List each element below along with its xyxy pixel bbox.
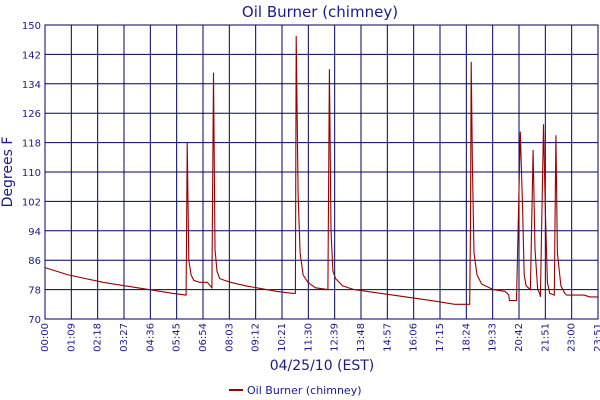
x-tick-label: 01:09 [66, 323, 77, 352]
y-tick-label: 150 [22, 21, 41, 32]
x-tick-label: 02:18 [93, 323, 104, 352]
x-tick-label: 06:54 [198, 323, 209, 352]
series-line-oil-burner [44, 35, 598, 305]
y-tick-label: 142 [22, 50, 41, 61]
x-tick-label: 03:27 [119, 323, 130, 352]
x-tick-label: 08:03 [224, 323, 235, 352]
x-axis-label: 04/25/10 (EST) [270, 358, 375, 374]
y-tick-label: 134 [22, 80, 41, 91]
y-tick-label: 86 [28, 256, 41, 267]
x-tick-label: 12:39 [330, 323, 341, 352]
plot-frame [44, 24, 599, 320]
y-tick-label: 102 [22, 197, 41, 208]
x-tick-label: 13:48 [356, 323, 367, 352]
x-tick-label: 19:33 [488, 323, 499, 352]
x-tick-label: 23:51 [593, 323, 600, 352]
x-tick-label: 04:36 [145, 323, 156, 352]
x-tick-label: 17:15 [435, 323, 446, 352]
x-tick-label: 11:30 [303, 323, 314, 352]
y-axis-label: Degrees F [0, 137, 16, 208]
x-tick-label: 23:00 [567, 323, 578, 352]
x-tick-label: 16:06 [409, 323, 420, 352]
y-tick-label: 118 [22, 139, 41, 150]
x-tick-label: 20:42 [514, 323, 525, 352]
x-tick-label: 14:57 [382, 323, 393, 352]
y-tick-label: 78 [28, 286, 41, 297]
x-tick-label: 21:51 [540, 323, 551, 352]
x-tick-label: 05:45 [172, 323, 183, 352]
x-tick-label: 18:24 [461, 323, 472, 352]
chart-title: Oil Burner (chimney) [242, 3, 398, 21]
y-tick-label: 94 [28, 227, 41, 238]
x-tick-label: 00:00 [40, 323, 51, 352]
y-tick-label: 126 [22, 109, 41, 120]
legend: Oil Burner (chimney) [229, 384, 362, 397]
y-tick-label: 70 [28, 315, 41, 326]
legend-label: Oil Burner (chimney) [247, 384, 362, 397]
x-tick-label: 10:21 [277, 323, 288, 352]
x-tick-label: 09:12 [251, 323, 262, 352]
y-tick-label: 110 [22, 168, 41, 179]
